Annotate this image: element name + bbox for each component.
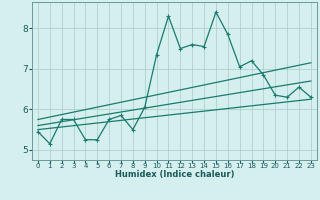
X-axis label: Humidex (Indice chaleur): Humidex (Indice chaleur) xyxy=(115,170,234,179)
